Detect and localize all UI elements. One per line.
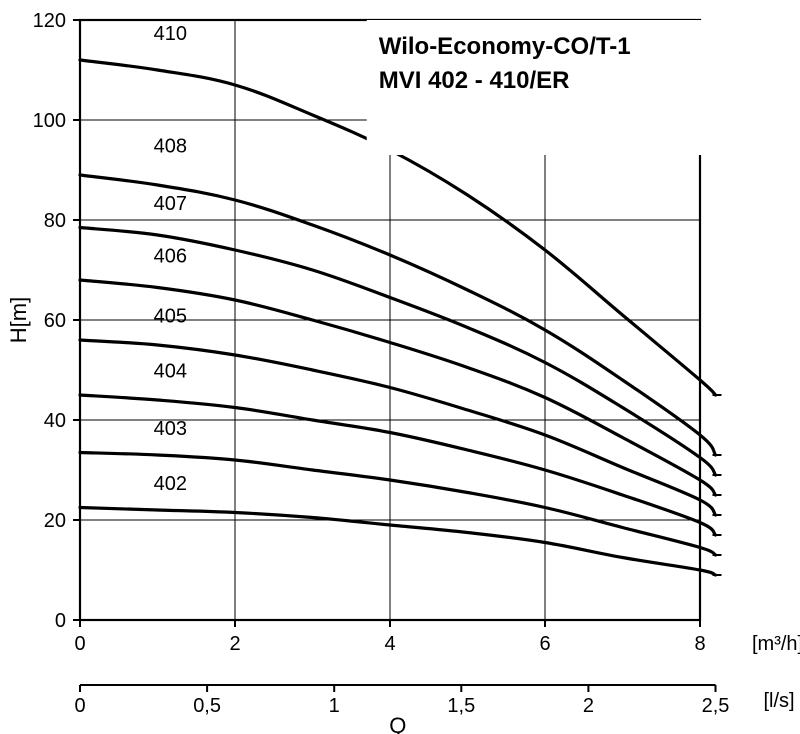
x2-tick-label: 0,5 <box>193 695 221 717</box>
series-label-407: 407 <box>154 193 187 215</box>
y-axis-label: H[m] <box>6 297 31 343</box>
y-tick-label: 60 <box>44 310 66 332</box>
x2-tick-label: 2 <box>583 695 594 717</box>
y-tick-label: 40 <box>44 410 66 432</box>
x-axis-unit: [m³/h] <box>752 633 800 655</box>
y-tick-label: 100 <box>33 110 66 132</box>
chart-title-line1: Wilo-Economy-CO/T-1 <box>379 33 631 60</box>
series-label-405: 405 <box>154 306 187 328</box>
x-tick-label: 0 <box>74 633 85 655</box>
y-tick-label: 120 <box>33 10 66 32</box>
x2-axis-unit: [l/s] <box>764 690 795 712</box>
y-tick-label: 0 <box>55 610 66 632</box>
x-tick-label: 2 <box>229 633 240 655</box>
chart-svg: 02468[m³/h]020406080100120H[m]4104084074… <box>0 0 800 734</box>
series-label-403: 403 <box>154 418 187 440</box>
x2-tick-label: 0 <box>74 695 85 717</box>
x2-axis-label: Q <box>389 713 406 734</box>
series-label-404: 404 <box>154 361 187 383</box>
series-label-408: 408 <box>154 136 187 158</box>
x-tick-label: 8 <box>694 633 705 655</box>
pump-curve-chart: 02468[m³/h]020406080100120H[m]4104084074… <box>0 0 800 734</box>
x2-tick-label: 2,5 <box>702 695 730 717</box>
y-tick-label: 20 <box>44 510 66 532</box>
x-tick-label: 6 <box>539 633 550 655</box>
y-tick-label: 80 <box>44 210 66 232</box>
series-label-406: 406 <box>154 246 187 268</box>
series-label-402: 402 <box>154 473 187 495</box>
x-tick-label: 4 <box>384 633 395 655</box>
x2-tick-label: 1 <box>329 695 340 717</box>
chart-title-line2: MVI 402 - 410/ER <box>379 67 570 94</box>
x2-tick-label: 1,5 <box>447 695 475 717</box>
series-label-410: 410 <box>154 23 187 45</box>
